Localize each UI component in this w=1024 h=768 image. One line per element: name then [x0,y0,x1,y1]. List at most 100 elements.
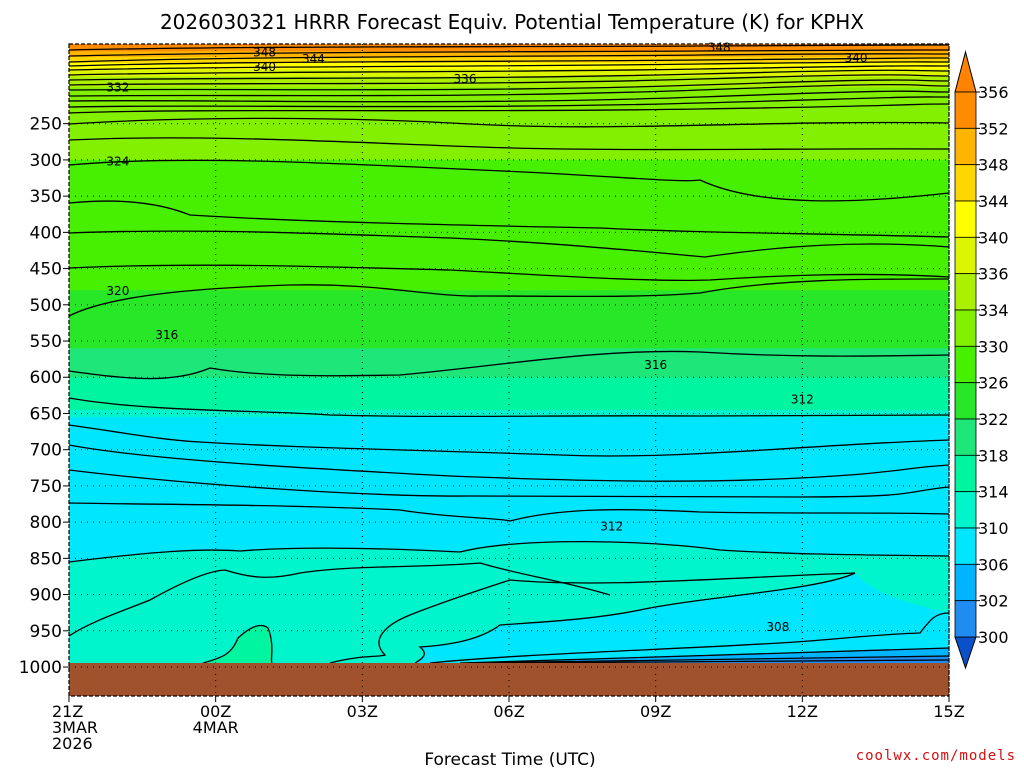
chart-title: 2026030321 HRRR Forecast Equiv. Potentia… [160,10,864,34]
colorbar-label: 310 [978,519,1009,538]
contour-line [69,49,949,57]
colorbar-label: 326 [978,374,1009,393]
y-tick-label: 350 [30,187,62,207]
colorbar-swatch [954,418,977,456]
y-axis: 250 300 350 400 450 500 550 600 650 700 750 800 850 9… [19,115,69,678]
y-tick-label: 500 [30,296,62,316]
contour-line [69,57,949,67]
colorbar-label: 322 [978,410,1009,429]
contour-label-text: 340 [845,51,868,65]
ground-layer [69,663,949,696]
contour-label: 340 [253,60,276,74]
contour-line [69,502,949,522]
contour-line [69,424,949,457]
credit-text: coolwx.com/models [856,748,1016,764]
x-tick-label: 00Z [200,702,231,721]
colorbar-over-arrow [954,50,977,93]
y-tick-label: 950 [30,622,62,642]
colorbar-swatch [954,527,977,565]
contour-line [69,103,949,114]
colorbar-swatch [954,200,977,238]
colorbar-swatch [954,563,977,602]
colorbar-label: 352 [978,119,1009,138]
contour-band [69,69,949,78]
contour-line [69,444,949,482]
contour-band [69,409,949,419]
contour-line [69,83,949,97]
contour-line [329,572,856,664]
colorbar-label: 344 [978,192,1009,211]
contour-line [499,659,949,664]
contour-label-text: 348 [253,46,276,60]
colorbar-swatch [954,382,977,420]
contour-label: 308 [766,620,789,634]
contour-line [469,655,949,664]
contour-line [429,612,949,664]
y-tick-label: 550 [30,332,62,352]
contour-line [69,69,949,81]
contour-label: 324 [106,154,129,168]
contour-label: 340 [845,51,868,65]
contour-label: 332 [106,80,129,94]
colorbar-label: 334 [978,301,1009,320]
contour-label-text: 312 [791,393,814,407]
y-tick-label: 800 [30,513,62,533]
y-tick-label: 850 [30,549,62,569]
contour-label: 312 [600,519,623,533]
contour-line [69,200,949,238]
colorbar-label: 356 [978,83,1009,102]
x-tick-label: 2026 [52,734,93,753]
y-tick-label: 650 [30,404,62,424]
contour-band [69,51,949,59]
contour-line [69,397,949,418]
contour-band [69,377,949,411]
contour-line [69,79,949,91]
contour-band [69,62,949,71]
contour-label-text: 316 [644,358,667,372]
colorbar-under-arrow [954,636,977,670]
colorbar-swatch [954,345,977,384]
contour-line [69,65,949,76]
contour-label: 312 [791,393,814,407]
colorbar-label: 340 [978,228,1009,247]
contour-label-text: 308 [766,620,789,634]
contour-line [69,540,949,563]
contour-label: 336 [454,72,477,86]
contour-line [69,53,949,63]
contour-line [69,350,949,380]
contour-label: 348 [708,41,731,55]
colorbar-label: 336 [978,265,1009,284]
x-tick-label: 4MAR [193,718,239,737]
colorbar-swatch [954,491,977,529]
contour-band [69,290,949,350]
colorbar-label: 348 [978,156,1009,175]
y-tick-label: 250 [30,115,62,135]
y-tick-label: 300 [30,151,62,171]
contour-line [69,117,949,128]
colorbar: 300 302 306 310 314 318 322 326 330 334 336 340 344 3… [954,50,1009,670]
contour-label: 316 [155,328,178,342]
colorbar-label: 306 [978,555,1009,574]
contour-band [69,44,949,53]
contour-label-text: 316 [155,328,178,342]
x-tick-label: 03Z [347,702,378,721]
contour-line [69,469,949,498]
colorbar-swatch [954,91,977,129]
contour-line [69,264,949,282]
contour-label-text: 312 [600,519,623,533]
contour-label-text: 344 [302,52,325,66]
y-tick-label: 600 [30,368,62,388]
contour-line [69,278,949,317]
contour-line [69,137,949,151]
colorbar-label: 300 [978,628,1009,647]
contour-label: 348 [253,46,276,60]
contour-line [69,230,949,258]
colorbar-swatch [954,309,977,347]
contour-line [69,61,949,71]
x-tick-label: 09Z [640,702,671,721]
contour-label: 344 [302,52,325,66]
x-tick-label: 15Z [933,702,964,721]
contour-line [69,74,949,86]
